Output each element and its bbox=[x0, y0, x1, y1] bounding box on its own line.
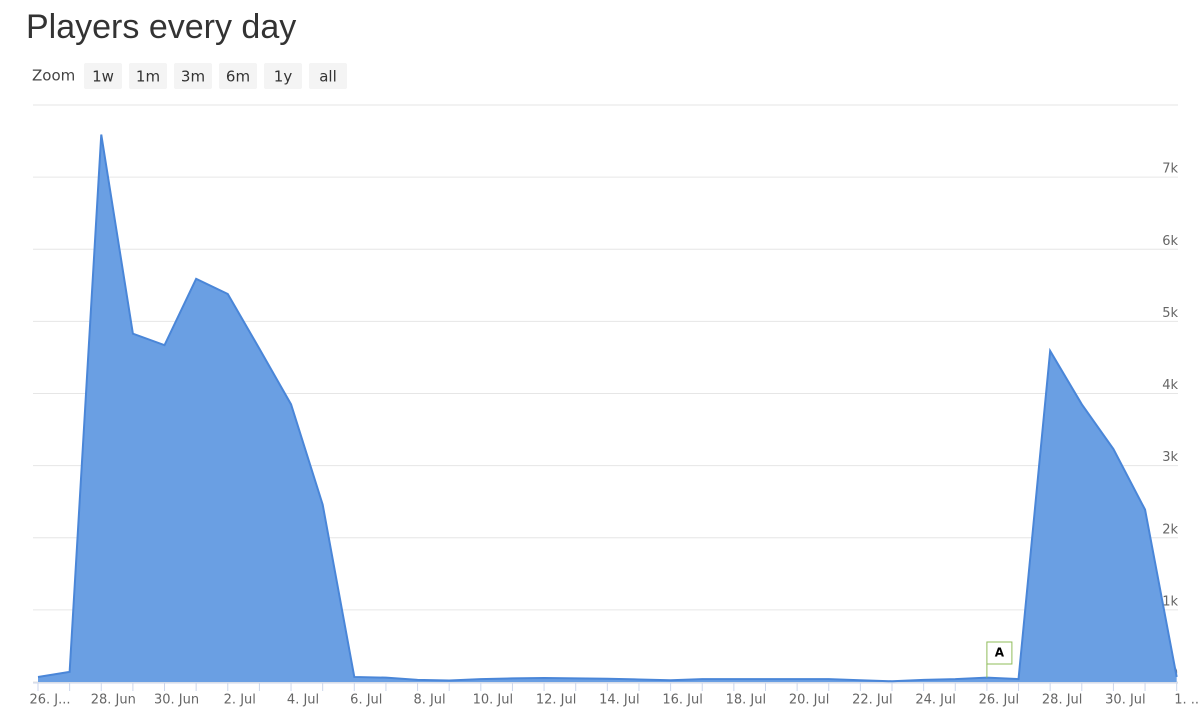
zoom-button[interactable] bbox=[264, 63, 302, 89]
y-tick-label: 7k bbox=[1162, 162, 1178, 177]
x-tick-label: 24. Jul bbox=[915, 693, 956, 708]
y-tick-label: 1k bbox=[1162, 594, 1178, 609]
x-tick-label: 26. J... bbox=[29, 693, 70, 708]
x-tick-label: 28. Jun bbox=[91, 693, 136, 708]
flag-label: A bbox=[995, 646, 1005, 660]
zoom-button-label[interactable]: all bbox=[319, 68, 337, 86]
zoom-button-label[interactable]: 6m bbox=[226, 68, 250, 86]
zoom-label: Zoom bbox=[32, 67, 75, 85]
zoom-button[interactable] bbox=[174, 63, 212, 89]
x-tick-label: 1. ... bbox=[1174, 693, 1200, 708]
area bbox=[38, 134, 1177, 683]
x-tick-label: 22. Jul bbox=[852, 693, 893, 708]
x-tick-label: 10. Jul bbox=[473, 693, 514, 708]
x-tick-label: 2. Jul bbox=[224, 693, 256, 708]
zoom-button[interactable] bbox=[84, 63, 122, 89]
zoom-button[interactable] bbox=[219, 63, 257, 89]
x-tick-label: 28. Jul bbox=[1042, 693, 1083, 708]
x-tick-label: 26. Jul bbox=[979, 693, 1020, 708]
y-tick-label: 2k bbox=[1162, 522, 1178, 537]
x-tick-label: 4. Jul bbox=[287, 693, 319, 708]
zoom-button-label[interactable]: 1w bbox=[92, 68, 114, 86]
x-tick-label: 20. Jul bbox=[789, 693, 830, 708]
x-tick-label: 6. Jul bbox=[350, 693, 382, 708]
x-tick-label: 30. Jul bbox=[1105, 693, 1146, 708]
y-tick-label: 3k bbox=[1162, 450, 1178, 465]
zoom-button[interactable] bbox=[309, 63, 347, 89]
y-tick-label: 4k bbox=[1162, 378, 1178, 393]
chart-title: Players every day bbox=[26, 8, 296, 46]
zoom-button-label[interactable]: 1m bbox=[136, 68, 160, 86]
x-tick-label: 18. Jul bbox=[726, 693, 767, 708]
x-tick-label: 30. Jun bbox=[154, 693, 199, 708]
y-tick-label: 6k bbox=[1162, 234, 1178, 249]
x-tick-label: 14. Jul bbox=[599, 693, 640, 708]
y-tick-label: 5k bbox=[1162, 306, 1178, 321]
flag bbox=[986, 641, 1013, 665]
x-tick-label: 8. Jul bbox=[413, 693, 445, 708]
zoom-button-label[interactable]: 1y bbox=[274, 68, 293, 86]
zoom-button[interactable] bbox=[129, 63, 167, 89]
x-tick-label: 16. Jul bbox=[662, 693, 703, 708]
zoom-button-label[interactable]: 3m bbox=[181, 68, 205, 86]
x-tick-label: 12. Jul bbox=[536, 693, 577, 708]
